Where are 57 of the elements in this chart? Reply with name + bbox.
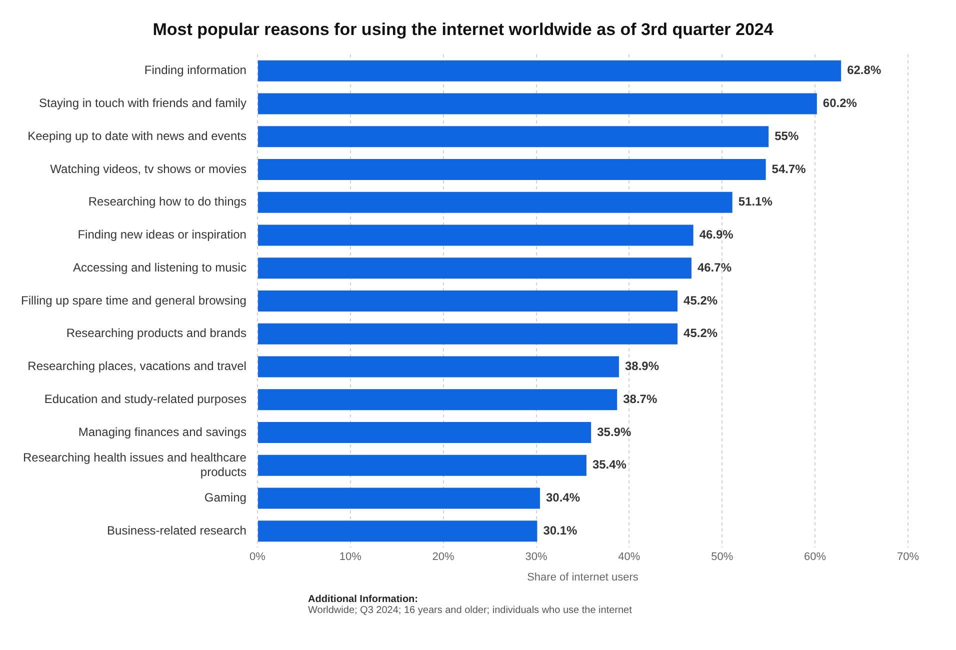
x-axis-title: Share of internet users [527,571,639,584]
bar [258,520,538,542]
bar [258,488,540,509]
bar [258,356,619,378]
y-tick-label: Researching health issues and healthcare products [22,450,247,479]
data-label: 35.9% [597,424,632,439]
y-tick-label: Keeping up to date with news and events [28,128,246,143]
y-tick-label: Managing finances and savings [78,424,246,439]
data-label: 62.8% [847,63,882,78]
data-label: 35.4% [592,458,627,472]
data-label: 30.1% [543,523,578,538]
data-label: 38.9% [624,359,660,374]
bar [258,389,618,410]
chart-title: Most popular reasons for using the internet worldwide as of 3rd quarter 2024 [152,20,774,39]
bar [258,192,732,213]
bar [258,126,769,148]
data-label: 60.2% [822,96,858,110]
bar [258,224,694,246]
data-label: 46.7% [697,260,732,274]
y-tick-label: Researching places, vacations and travel [28,359,246,374]
y-tick-label: Staying in touch with friends and family [39,96,246,110]
bar [258,258,692,279]
bar [258,93,817,114]
y-tick-label: Filling up spare time and general browsing [20,293,246,308]
y-tick-label: Finding new ideas or inspiration [78,228,246,242]
x-tick-label: 50% [711,551,734,564]
x-tick-label: 0% [250,551,266,564]
data-label: 54.7% [772,162,806,176]
y-tick-label: Watching videos, tv shows or movies [50,162,246,176]
bar [258,422,592,443]
text: Worldwide; Q3 2024; 16 years and older; individuals who use the internet [308,605,633,616]
y-tick-label: Education and study-related purposes [44,392,246,406]
y-tick-label: Business-related research [107,523,246,538]
bar [258,454,586,476]
data-label: 46.9% [699,228,734,242]
data-label: 51.1% [738,194,773,209]
data-label: 38.7% [623,392,658,406]
data-label: 55% [774,128,799,143]
x-tick-label: 40% [618,551,640,564]
x-tick-label: 60% [804,551,826,564]
bar [258,323,678,344]
x-tick-label: 30% [525,551,548,564]
x-tick-label: 70% [896,551,920,564]
y-tick-label: Researching products and brands [66,326,246,340]
x-tick-label: 10% [339,551,362,564]
bar [258,290,678,312]
y-tick-label: Gaming [204,490,246,505]
y-tick-label: Finding information [144,63,246,78]
data-label: 45.2% [684,293,718,308]
bar [258,60,842,82]
text: Additional Information: [308,594,419,605]
data-label: 30.4% [546,490,580,505]
bar [258,159,766,180]
data-label: 45.2% [684,326,718,340]
x-tick-label: 20% [432,551,455,564]
y-tick-label: Accessing and listening to music [73,260,246,274]
y-tick-label: Researching how to do things [88,194,246,209]
